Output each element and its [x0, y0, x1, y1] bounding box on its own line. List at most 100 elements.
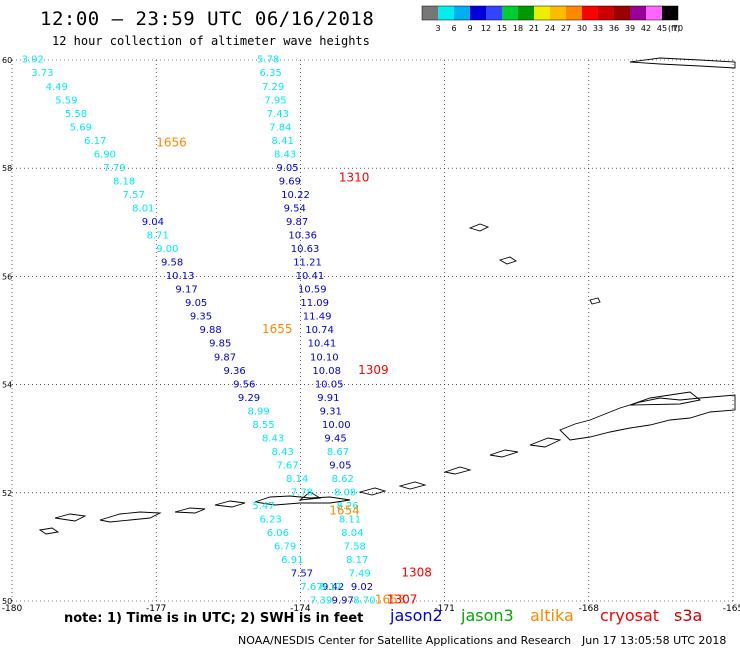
coastline: [629, 391, 702, 406]
wave-height-label: 10.41: [296, 271, 325, 282]
wave-height-label: 8.43: [272, 447, 294, 458]
wave-height-label: 9.05: [185, 298, 207, 309]
satellite-altika: altika: [530, 606, 574, 625]
longitude-tick-label: -174: [290, 604, 311, 614]
wave-height-label: 10.59: [298, 285, 327, 296]
longitude-tick-label: -168: [579, 604, 600, 614]
wave-height-label: 5.59: [55, 95, 77, 106]
wave-height-label: 10.41: [308, 339, 337, 350]
wave-height-label: 7.58: [344, 542, 366, 553]
wave-height-label: 5.58: [65, 109, 87, 120]
wave-height-label: 9.00: [156, 244, 178, 255]
wave-height-label: 9.17: [175, 285, 197, 296]
latitude-tick-label: 60: [2, 56, 12, 65]
pass-time-label: 1654: [329, 503, 360, 517]
wave-height-label: 9.97: [332, 596, 354, 607]
wave-height-label: 8.01: [132, 203, 154, 214]
wave-height-label: 8.43: [274, 149, 296, 160]
wave-height-label: 8.17: [346, 555, 368, 566]
wave-height-label: 11.09: [300, 298, 329, 309]
wave-height-label: 9.05: [276, 163, 298, 174]
wave-height-label: 10.22: [281, 190, 310, 201]
wave-height-label: 7.67: [300, 582, 322, 593]
wave-height-label: 9.87: [214, 352, 236, 363]
longitude-tick-label: -171: [434, 604, 454, 614]
wave-height-label: 9.36: [223, 366, 245, 377]
wave-height-label: 5.47: [252, 501, 274, 512]
wave-height-label: 9.04: [142, 217, 164, 228]
pass-time-label: 1307: [387, 593, 418, 607]
wave-height-label: 10.05: [315, 379, 344, 390]
wave-height-label: 7.67: [276, 460, 298, 471]
wave-height-label: 9.05: [329, 460, 351, 471]
generated-timestamp: Jun 17 13:05:58 UTC 2018: [582, 634, 727, 647]
wave-height-label: 9.31: [320, 406, 342, 417]
wave-height-label: 8.62: [332, 474, 354, 485]
wave-height-label: 7.79: [103, 163, 125, 174]
coastline: [54, 513, 87, 522]
page-title: 12:00 – 23:59 UTC 06/16/2018: [40, 8, 375, 30]
wave-height-label: 8.67: [327, 447, 349, 458]
wave-height-label: 3.73: [31, 68, 53, 79]
satellite-jason2: jason2: [390, 606, 443, 625]
coastline: [254, 495, 351, 506]
wave-height-label: 6.79: [274, 542, 296, 553]
satellite-cryosat: cryosat: [600, 606, 660, 625]
satellite-s3a: s3a: [674, 606, 703, 625]
pass-time-label: 1308: [401, 566, 432, 580]
wave-height-label: 6.06: [267, 528, 289, 539]
coastline: [489, 449, 519, 458]
pass-time-label: 1310: [339, 171, 370, 185]
wave-height-label: 7.49: [348, 569, 370, 580]
wave-height-label: 8.71: [147, 231, 169, 242]
coastline: [559, 394, 736, 441]
wave-height-label: 9.87: [286, 217, 308, 228]
pass-time-label: 1309: [358, 363, 389, 377]
wave-height-label: 6.17: [84, 136, 106, 147]
wave-height-label: 9.54: [284, 203, 306, 214]
coastline: [529, 437, 562, 448]
wave-height-label: 8.14: [286, 474, 308, 485]
wave-height-label: 10.10: [310, 352, 339, 363]
wave-height-label: 7.39: [310, 596, 332, 607]
wave-height-label: 5.69: [70, 122, 92, 133]
wave-height-label: 10.36: [288, 231, 317, 242]
wave-height-label: 10.63: [291, 244, 320, 255]
wave-height-label: 3.92: [22, 55, 44, 66]
wave-height-label: 9.88: [199, 325, 221, 336]
credit-line: NOAA/NESDIS Center for Satellite Applica…: [238, 634, 572, 647]
wave-height-label: 7.29: [262, 82, 284, 93]
coastline: [629, 57, 736, 69]
wave-height-label: 8.18: [113, 176, 135, 187]
wave-height-label: 8.04: [341, 528, 363, 539]
wave-height-label: 10.08: [312, 366, 341, 377]
wave-height-label: 6.35: [260, 68, 282, 79]
wave-height-label: 8.99: [248, 406, 270, 417]
coastline: [99, 511, 162, 523]
coastline: [589, 297, 601, 305]
wave-height-label: 7.84: [269, 122, 291, 133]
page-subtitle: 12 hour collection of altimeter wave hei…: [52, 34, 370, 48]
wave-height-label: 11.21: [293, 258, 322, 269]
longitude-tick-label: -177: [146, 604, 166, 614]
wave-height-label: 8.43: [262, 433, 284, 444]
wave-height-label: 7.43: [267, 109, 289, 120]
coastline: [298, 491, 322, 501]
longitude-tick-label: -180: [2, 604, 23, 614]
wave-height-label: 9.02: [351, 582, 373, 593]
coastline: [38, 527, 60, 535]
wave-height-label: 7.78: [291, 488, 313, 499]
wave-height-label: 9.69: [279, 176, 301, 187]
wave-height-label: 5.78: [257, 55, 279, 66]
wave-height-label: 9.91: [317, 393, 339, 404]
latitude-tick-label: 50: [2, 597, 12, 606]
coastline: [443, 466, 472, 475]
wave-height-label: 9.29: [238, 393, 260, 404]
coastline: [174, 507, 206, 514]
wave-height-label: 8.11: [339, 515, 361, 526]
latitude-tick-label: 52: [2, 489, 12, 498]
wave-height-label: 9.35: [190, 312, 212, 323]
wave-height-label: 8.17: [320, 582, 342, 593]
wave-height-label: 8.41: [272, 136, 294, 147]
